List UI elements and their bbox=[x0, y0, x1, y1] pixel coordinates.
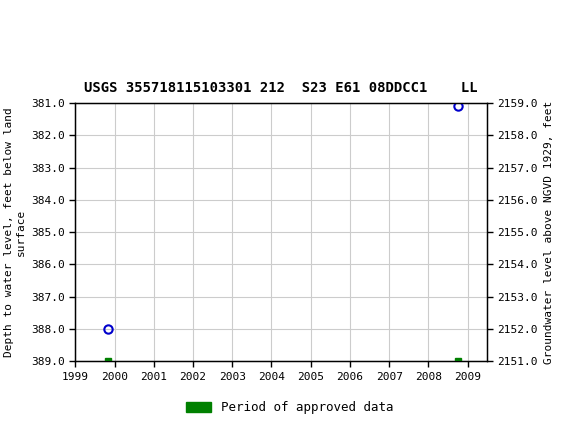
Legend: Period of approved data: Period of approved data bbox=[181, 396, 399, 419]
Y-axis label: Depth to water level, feet below land
surface: Depth to water level, feet below land su… bbox=[4, 108, 26, 357]
Y-axis label: Groundwater level above NGVD 1929, feet: Groundwater level above NGVD 1929, feet bbox=[543, 101, 554, 364]
Text: ☒USGS: ☒USGS bbox=[7, 11, 78, 29]
Title: USGS 355718115103301 212  S23 E61 08DDCC1    LL: USGS 355718115103301 212 S23 E61 08DDCC1… bbox=[85, 81, 478, 95]
